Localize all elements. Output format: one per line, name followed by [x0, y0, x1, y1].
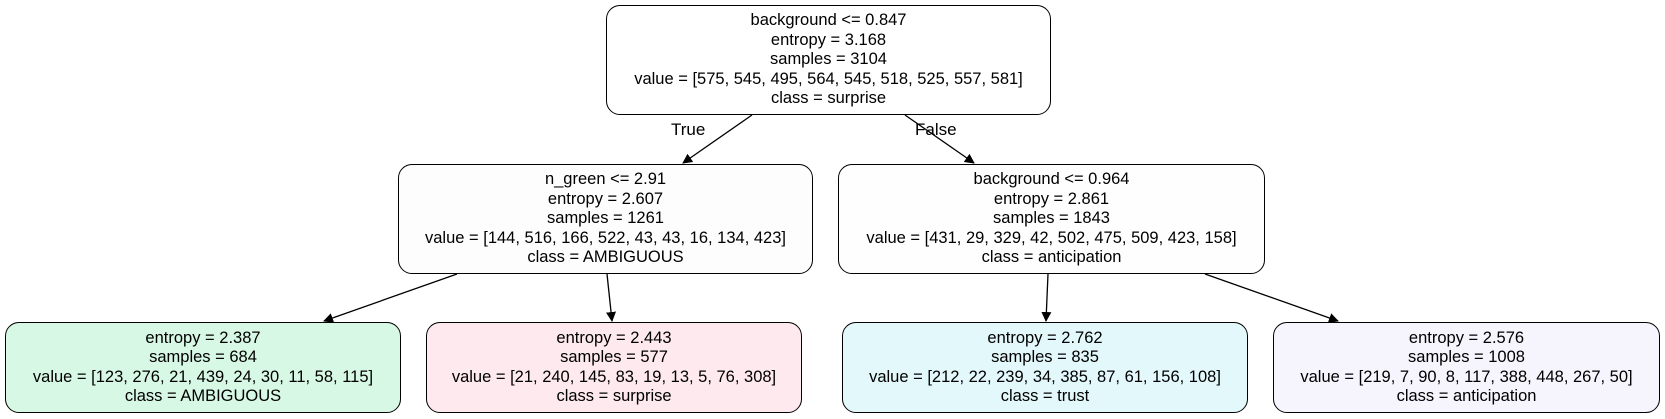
node-entropy: entropy = 2.762: [987, 328, 1103, 347]
node-split-condition: n_green <= 2.91: [544, 170, 667, 189]
node-samples: samples = 3104: [770, 50, 887, 69]
node-value: value = [575, 545, 495, 564, 545, 518, 5…: [634, 69, 1023, 88]
tree-leaf-1: entropy = 2.387 samples = 684 value = [1…: [5, 322, 401, 413]
node-entropy: entropy = 2.387: [145, 328, 261, 347]
edge-left-to-leaf2: [606, 273, 617, 322]
node-entropy: entropy = 2.443: [556, 328, 672, 347]
node-split-condition: background <= 0.847: [750, 11, 907, 30]
tree-node-left: n_green <= 2.91 entropy = 2.607 samples …: [398, 164, 813, 274]
edge-label-true: True: [671, 120, 706, 139]
node-class: class = surprise: [770, 89, 887, 108]
node-samples: samples = 1261: [547, 209, 664, 228]
edge-right-to-leaf4: [1204, 273, 1339, 323]
node-value: value = [212, 22, 239, 34, 385, 87, 61, …: [869, 367, 1221, 386]
edge-label-false: False: [915, 120, 957, 139]
node-class: class = trust: [1000, 387, 1090, 405]
node-class: class = AMBIGUOUS: [124, 387, 282, 405]
tree-node-right: background <= 0.964 entropy = 2.861 samp…: [838, 164, 1265, 274]
node-split-condition: background <= 0.964: [973, 170, 1130, 189]
node-value: value = [219, 7, 90, 8, 117, 388, 448, 2…: [1300, 367, 1633, 386]
node-class: class = AMBIGUOUS: [527, 248, 684, 267]
node-class: class = anticipation: [1396, 387, 1537, 405]
node-value: value = [123, 276, 21, 439, 24, 30, 11, …: [32, 367, 374, 386]
tree-node-root: background <= 0.847 entropy = 3.168 samp…: [606, 5, 1051, 115]
edge-right-to-leaf3: [1041, 273, 1052, 322]
node-samples: samples = 684: [149, 348, 257, 366]
node-value: value = [144, 516, 166, 522, 43, 43, 16,…: [424, 228, 786, 247]
node-class: class = surprise: [556, 387, 672, 405]
node-entropy: entropy = 2.607: [547, 189, 664, 208]
tree-leaf-4: entropy = 2.576 samples = 1008 value = […: [1273, 322, 1660, 413]
edge-root-to-right: [904, 114, 975, 164]
node-entropy: entropy = 2.861: [993, 189, 1110, 208]
node-value: value = [431, 29, 329, 42, 502, 475, 509…: [866, 228, 1237, 247]
edge-root-to-left: [682, 114, 753, 164]
tree-leaf-3: entropy = 2.762 samples = 835 value = [2…: [842, 322, 1248, 413]
node-samples: samples = 1008: [1408, 348, 1525, 366]
node-samples: samples = 1843: [993, 209, 1110, 228]
node-samples: samples = 577: [560, 348, 668, 366]
node-entropy: entropy = 2.576: [1408, 328, 1525, 347]
node-value: value = [21, 240, 145, 83, 19, 13, 5, 76…: [451, 367, 777, 386]
node-entropy: entropy = 3.168: [770, 30, 887, 49]
node-samples: samples = 835: [991, 348, 1099, 366]
edge-left-to-leaf1: [323, 273, 458, 323]
tree-leaf-2: entropy = 2.443 samples = 577 value = [2…: [426, 322, 802, 413]
node-class: class = anticipation: [981, 248, 1122, 267]
